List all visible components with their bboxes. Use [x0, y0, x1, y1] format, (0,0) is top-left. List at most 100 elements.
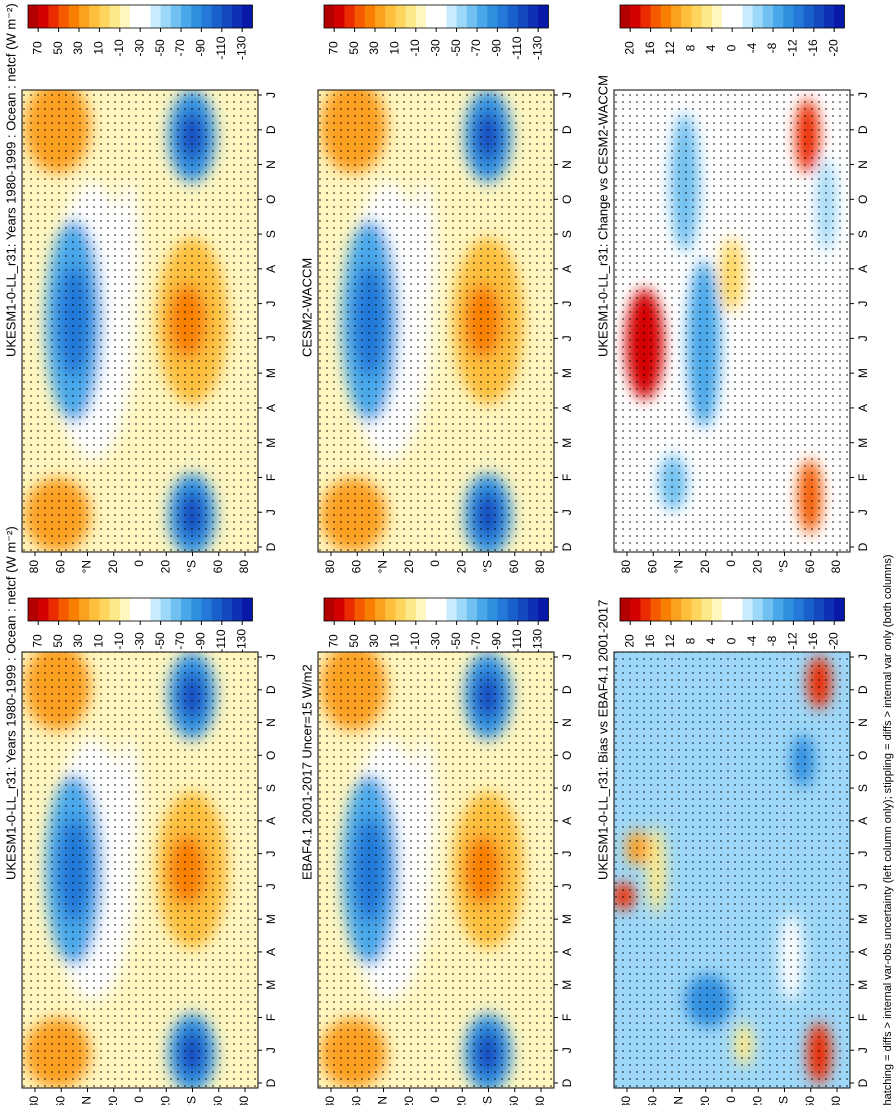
panel: D J F M A M J J A S O N D J 80 60 °N 20 0 20 °S 60 80 CESM2-WAC…: [299, 89, 574, 574]
field: [614, 90, 850, 552]
colorbar-label: -30: [132, 632, 146, 650]
panel: D J F M A M J J A S O N D J 80 60 °N 20 0 20 °S 60 80 UKESM1-0-…: [3, 3, 278, 573]
x-tick-label: A: [856, 265, 870, 273]
colorbar-swatch: [834, 598, 845, 621]
colorbar-label: -10: [112, 39, 126, 57]
colorbar-label: 20: [622, 41, 636, 55]
colorbar-label: 8: [684, 637, 698, 644]
x-tick-label: D: [560, 125, 574, 134]
colorbar-swatch: [824, 5, 835, 28]
stippling: [318, 652, 554, 1088]
x-tick-label: M: [264, 914, 278, 924]
colorbar-label: -110: [214, 36, 228, 59]
y-tick-label: 60: [645, 560, 659, 574]
colorbar-swatch: [538, 598, 549, 621]
colorbar-label: -130: [234, 36, 248, 60]
y-tick-label: °N: [80, 1096, 94, 1105]
colorbar-swatch: [742, 5, 753, 28]
y-tick-label: °N: [376, 560, 390, 573]
colorbar-swatch: [109, 5, 121, 28]
colorbar-swatch: [191, 598, 202, 621]
colorbar-swatch: [681, 5, 692, 28]
colorbar-swatch: [528, 598, 539, 621]
x-tick-label: A: [560, 404, 574, 412]
colorbar-swatch: [701, 5, 713, 28]
colorbar-label: -16: [806, 632, 820, 650]
colorbar-label: -50: [449, 632, 463, 650]
x-tick-label: S: [856, 784, 870, 792]
colorbar-swatch: [58, 5, 70, 28]
x-tick-label: D: [560, 1078, 574, 1087]
colorbar-swatch: [477, 5, 488, 28]
colorbar-swatch: [324, 598, 335, 621]
colorbar-swatch: [334, 598, 345, 621]
colorbar-label: 10: [92, 41, 106, 55]
colorbar-swatch: [732, 598, 743, 621]
x-tick-label: D: [264, 685, 278, 694]
colorbar-label: -4: [745, 635, 759, 646]
colorbar-swatch: [109, 598, 121, 621]
stippling: [22, 90, 258, 552]
colorbar-swatch: [630, 598, 641, 621]
x-tick-label: J: [856, 1047, 870, 1053]
colorbar-label: 12: [663, 41, 677, 55]
colorbar-swatch: [68, 5, 80, 28]
colorbar-label: -90: [194, 632, 208, 650]
colorbar-label: -20: [826, 39, 840, 57]
y-tick-label: 60: [507, 560, 521, 574]
colorbar-swatch: [803, 598, 815, 621]
x-tick-label: O: [856, 751, 870, 760]
colorbar-label: 8: [684, 44, 698, 51]
x-tick-label: M: [560, 438, 574, 448]
colorbar-swatch: [456, 5, 468, 28]
colorbar-swatch: [507, 5, 519, 28]
colorbar-label: 12: [663, 634, 677, 648]
y-tick-label: °N: [80, 560, 94, 573]
panel-title: UKESM1-0-LL_r31: Change vs CESM2-WACCM: [595, 75, 610, 357]
x-tick-label: O: [560, 195, 574, 204]
y-tick-label: 60: [53, 1096, 67, 1105]
x-tick-label: J: [856, 509, 870, 515]
colorbar-swatch: [466, 5, 478, 28]
colorbar-swatch: [660, 5, 672, 28]
x-tick-label: N: [856, 718, 870, 727]
colorbar-swatch: [99, 598, 110, 621]
colorbar-label: 30: [367, 41, 381, 55]
colorbar-swatch: [140, 5, 151, 28]
colorbar-swatch: [201, 598, 212, 621]
colorbar-swatch: [58, 598, 70, 621]
colorbar-label: 16: [643, 634, 657, 648]
colorbar-swatch: [242, 598, 253, 621]
x-tick-label: J: [264, 335, 278, 341]
colorbar-swatch: [538, 5, 549, 28]
y-tick-label: 0: [428, 560, 442, 567]
y-tick-label: °S: [777, 1096, 791, 1105]
colorbar-swatch: [681, 598, 692, 621]
colorbar-swatch: [722, 598, 733, 621]
x-tick-label: O: [264, 751, 278, 760]
colorbar-swatch: [48, 598, 59, 621]
colorbar-swatch: [834, 5, 845, 28]
y-tick-label: 20: [698, 1096, 712, 1105]
colorbar-label: -70: [469, 632, 483, 650]
x-tick-label: N: [264, 718, 278, 727]
colorbar-swatch: [160, 5, 172, 28]
x-tick-label: A: [264, 948, 278, 956]
colorbar-swatch: [48, 5, 59, 28]
colorbar-swatch: [640, 598, 651, 621]
x-tick-label: F: [264, 474, 278, 481]
colorbar-swatch: [364, 598, 376, 621]
colorbar-swatch: [762, 5, 774, 28]
colorbar-swatch: [426, 5, 437, 28]
y-tick-label: 0: [724, 1096, 738, 1103]
colorbar-label: 70: [30, 41, 44, 55]
colorbar-swatch: [28, 598, 39, 621]
colorbar-swatch: [191, 5, 202, 28]
colorbar-swatch: [344, 5, 355, 28]
x-tick-label: N: [560, 718, 574, 727]
colorbar-swatch: [732, 5, 743, 28]
colorbar-swatch: [671, 598, 682, 621]
colorbar-label: 4: [704, 44, 718, 51]
x-tick-label: J: [264, 301, 278, 307]
x-tick-label: J: [560, 883, 574, 889]
